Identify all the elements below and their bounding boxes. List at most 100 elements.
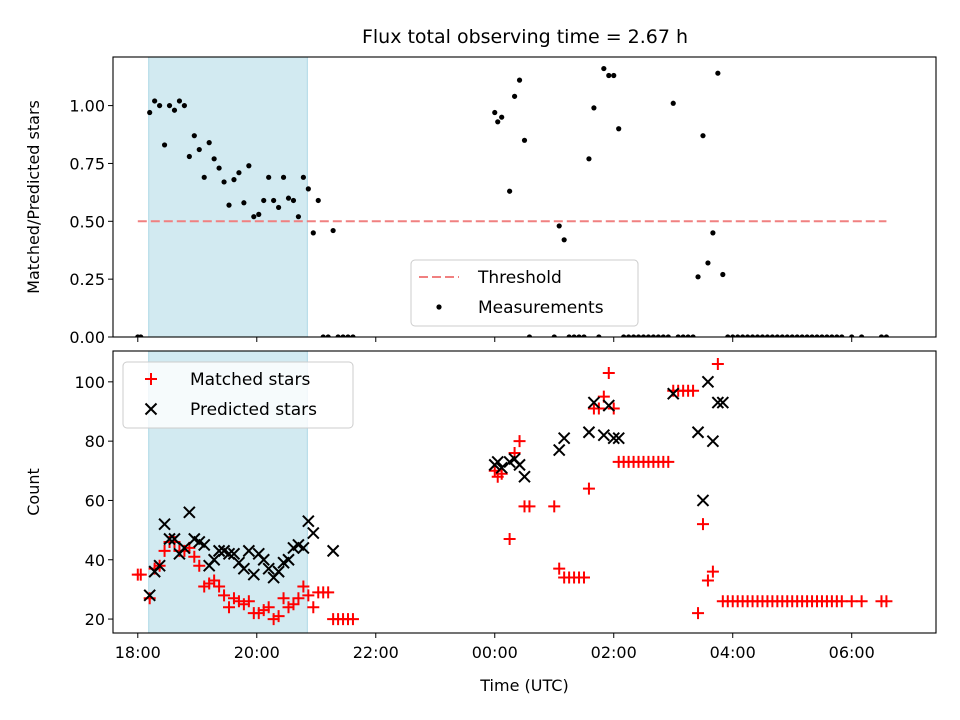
measurement-point [290,197,297,204]
measurement-point [675,334,681,337]
predicted-star-point [247,568,261,581]
measurement-point [147,109,153,116]
measurement-point [650,334,657,337]
measurement-point [616,126,622,132]
matched-star-point [134,568,147,581]
measurement-point [161,142,168,148]
measurement-point [665,334,671,337]
measurement-point [300,174,306,180]
matched-star-point [193,559,206,572]
measurement-point [152,98,158,104]
measurement-point [680,334,686,337]
legend-matched-swatch [145,373,157,385]
measurement-point [640,334,647,337]
figure-title: Flux total observing time = 2.67 h [362,26,688,48]
measurement-point [186,153,192,160]
y-tick-label: 100 [74,373,105,392]
measurement-point [735,334,741,337]
measurement-point [685,334,691,337]
measurement-point [749,334,756,337]
legend-label: Threshold [477,268,562,288]
measurement-point [789,334,795,337]
measurement-point [720,271,726,278]
data-marks [131,358,893,626]
matched-star-point [706,565,719,578]
y-tick-label: 0.25 [69,270,105,289]
measurement-point [516,77,523,83]
legend-label: Predicted stars [190,400,317,420]
measurement-point [335,334,341,337]
measurement-point [181,102,187,109]
measurement-point [670,100,676,106]
measurement-point [256,211,262,217]
measurement-point [645,334,652,337]
measurement-point [774,334,780,337]
measurement-point [621,334,627,337]
x-axis-label: Time (UTC) [479,676,568,695]
matched-star-point [602,366,615,379]
legend-measurement-swatch [436,304,442,310]
matched-star-point [711,358,724,371]
legend-label: Measurements [478,298,604,318]
predicted-star-point [587,396,601,409]
measurement-point [576,334,582,337]
matched-star-point [577,571,590,584]
measurement-point [211,156,217,162]
measurement-point [507,188,513,194]
measurement-point [859,334,865,337]
predicted-star-point [701,375,715,389]
matched-star-point [513,435,526,448]
y-tick-label: 0.00 [69,328,105,347]
predicted-star-point [518,470,531,483]
predicted-star-point [302,515,315,528]
predicted-star-point [691,426,705,439]
matched-star-point [213,580,226,593]
measurement-point [834,334,840,337]
predicted-star-point [552,443,566,457]
measurement-point [246,163,252,169]
predicted-star-point [706,434,720,448]
matched-star-point [346,613,359,626]
predicted-star-point [158,517,171,531]
measurement-point [556,223,562,229]
measurement-point [305,186,311,192]
measurement-point [551,334,557,337]
matched-star-point [322,586,335,599]
measurement-point [295,214,302,220]
predicted-star-point [326,544,340,558]
measurement-point [660,334,666,337]
measurement-point [581,334,587,337]
measurement-point [226,202,232,208]
x-tick-label: 00:00 [472,643,518,662]
x-tick-label: 18:00 [115,643,161,662]
matched-star-point [218,589,231,602]
measurement-point [176,98,183,104]
measurement-point [251,214,257,220]
measurement-point [695,274,701,280]
measurement-point [591,105,597,111]
data-marks [135,65,890,337]
x-tick-label: 02:00 [591,643,637,662]
measurement-point [814,334,820,337]
measurement-point [715,70,721,76]
matched-star-point [297,580,310,593]
matched-star-point [548,500,561,513]
measurement-point [330,227,336,234]
measurement-point [626,334,632,337]
measurement-point [241,200,247,206]
legend: Threshold Measurements [410,259,639,327]
measurement-point [206,140,212,146]
measurement-point [495,119,501,125]
measurement-point [764,334,771,337]
measurement-point [655,334,661,337]
bottom-axes: 20 40 60 80 100 18:00 20:00 22:00 00:00 02:00 04:0… [24,350,937,695]
measurement-point [231,177,237,183]
predicted-star-point [297,541,310,555]
matched-star-point [855,595,868,608]
predicted-star-point [557,431,571,445]
legend-predicted-swatch [144,402,158,416]
measurement-point [521,137,528,143]
measurement-point [216,165,222,171]
measurement-point [635,334,642,337]
measurement-point [261,197,267,204]
